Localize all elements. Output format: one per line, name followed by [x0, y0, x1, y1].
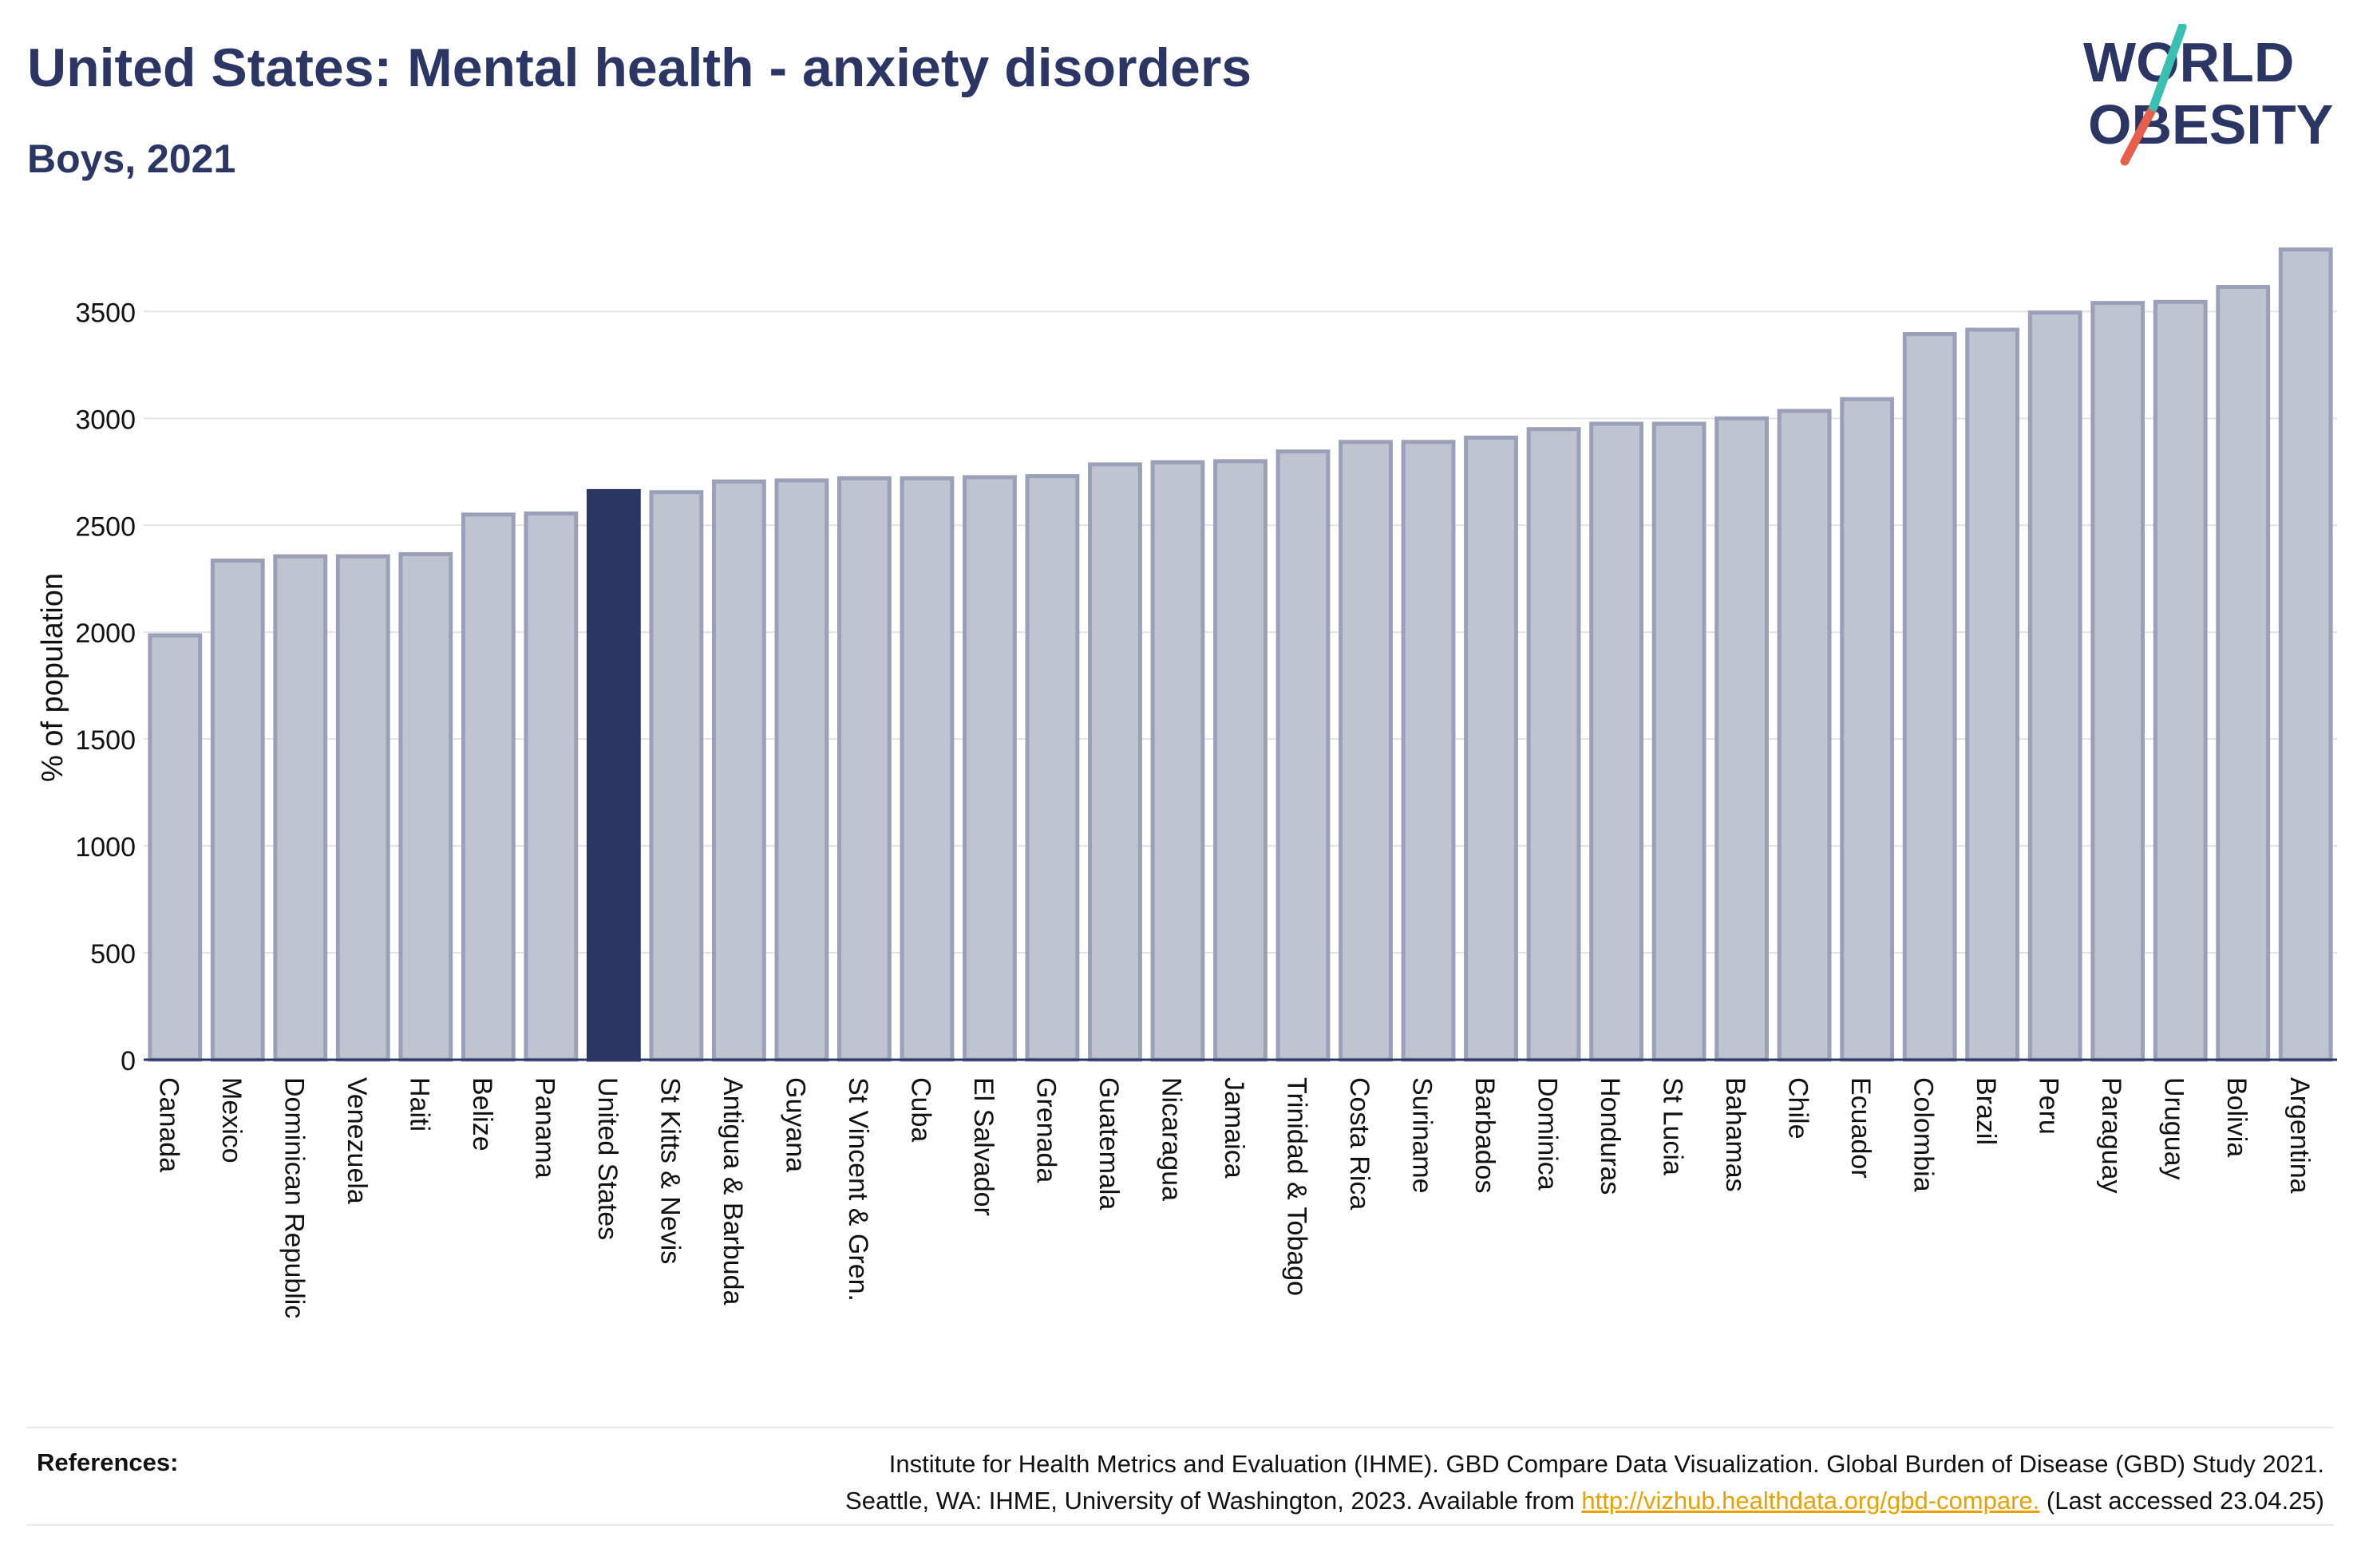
x-tick-label: Dominican Republic	[279, 1077, 309, 1318]
x-tick-label: Guatemala	[1093, 1077, 1124, 1210]
bar	[711, 479, 766, 1062]
bar	[1025, 474, 1080, 1062]
chart-title: United States: Mental health - anxiety d…	[27, 38, 1252, 98]
x-tick-label: St Kitts & Nevis	[655, 1077, 685, 1264]
bar	[1150, 460, 1205, 1062]
x-tick-label: Brazil	[1971, 1077, 2001, 1145]
bar	[148, 633, 203, 1062]
x-axis-labels: Canada Mexico Dominican Republic Venezuela H…	[153, 1077, 2314, 1318]
bar-chart: 0 500 1000 1500 2000 2500 3000 3500 Canada Mexic…	[36, 247, 2337, 1318]
x-tick-label: Venezuela	[342, 1077, 372, 1204]
x-tick-label: Guyana	[780, 1077, 810, 1172]
y-tick-label: 3000	[75, 405, 136, 435]
x-tick-label: Belize	[467, 1077, 497, 1151]
bar	[2027, 310, 2082, 1062]
x-tick-label: Argentina	[2284, 1077, 2315, 1194]
y-axis-ticks: 0 500 1000 1500 2000 2500 3000 3500	[75, 298, 136, 1076]
logo-slash-coral	[2120, 102, 2158, 166]
reference-line-2-prefix: Seattle, WA: IHME, University of Washing…	[845, 1487, 1582, 1515]
x-tick-label: Mexico	[216, 1077, 247, 1163]
x-tick-label: St Vincent & Gren.	[843, 1077, 873, 1301]
x-tick-label: Paraguay	[2096, 1077, 2126, 1194]
bar	[2216, 285, 2271, 1062]
x-tick-label: Bolivia	[2221, 1077, 2252, 1157]
bar	[273, 554, 328, 1062]
bar	[963, 475, 1017, 1062]
world-obesity-logo: WORLD OBESITY	[2083, 24, 2333, 166]
y-tick-label: 2000	[75, 618, 136, 649]
x-tick-label: Bahamas	[1720, 1077, 1750, 1192]
y-tick-label: 2500	[75, 511, 136, 542]
bar	[2278, 247, 2333, 1062]
reference-line-1: Institute for Health Metrics and Evaluat…	[888, 1450, 2324, 1478]
bar	[335, 554, 390, 1062]
bar	[900, 476, 955, 1062]
footer-top-divider	[27, 1427, 2334, 1428]
bar	[1589, 421, 1643, 1062]
bar	[2090, 301, 2145, 1062]
bar	[1339, 440, 1393, 1062]
reference-line-2: Seattle, WA: IHME, University of Washing…	[409, 1483, 2324, 1519]
x-tick-label: Barbados	[1469, 1077, 1500, 1194]
y-tick-label: 0	[121, 1046, 136, 1076]
footer-bottom-divider	[27, 1524, 2334, 1526]
x-tick-label: United States	[592, 1077, 623, 1240]
logo-slash-teal	[2149, 24, 2187, 112]
x-tick-label: Panama	[529, 1077, 560, 1179]
x-tick-label: Cuba	[905, 1077, 935, 1142]
bar	[774, 478, 829, 1062]
bar	[1714, 416, 1770, 1062]
bar	[1275, 449, 1331, 1062]
y-tick-label: 3500	[75, 298, 136, 328]
bar	[210, 558, 265, 1062]
references-text: Institute for Health Metrics and Evaluat…	[409, 1446, 2324, 1519]
chart-subtitle: Boys, 2021	[27, 136, 236, 181]
bars	[148, 247, 2333, 1062]
x-tick-label: Peru	[2034, 1077, 2064, 1135]
x-tick-label: St Lucia	[1658, 1077, 1688, 1175]
bar	[1651, 421, 1706, 1062]
x-tick-label: Canada	[153, 1077, 184, 1172]
x-tick-label: Grenada	[1030, 1077, 1061, 1183]
x-tick-label: Antigua & Barbuda	[718, 1077, 748, 1305]
bar	[1777, 409, 1832, 1062]
bar	[837, 476, 892, 1062]
bar	[461, 512, 516, 1062]
x-tick-label: El Salvador	[968, 1077, 999, 1216]
y-axis-label: % of population	[36, 573, 69, 782]
x-tick-label: Uruguay	[2159, 1077, 2189, 1180]
bar	[1965, 327, 2020, 1062]
x-tick-label: Costa Rica	[1344, 1077, 1374, 1210]
x-tick-label: Haiti	[404, 1077, 434, 1132]
y-tick-label: 500	[90, 939, 136, 970]
y-tick-label: 1500	[75, 725, 136, 756]
x-tick-label: Suriname	[1407, 1077, 1438, 1194]
x-tick-label: Honduras	[1595, 1077, 1625, 1195]
bar	[1840, 397, 1895, 1062]
bar	[1088, 462, 1142, 1062]
bar-highlight	[586, 488, 641, 1062]
x-tick-label: Nicaragua	[1157, 1077, 1187, 1201]
gbd-compare-link[interactable]: http://vizhub.healthdata.org/gbd-compare…	[1581, 1487, 2040, 1515]
x-tick-label: Chile	[1783, 1077, 1813, 1139]
bar	[524, 511, 579, 1062]
y-tick-label: 1000	[75, 832, 136, 863]
x-tick-label: Colombia	[1908, 1077, 1939, 1192]
bar	[1213, 459, 1268, 1062]
reference-line-2-suffix: (Last accessed 23.04.25)	[2039, 1487, 2324, 1515]
logo-word-world: WORLD	[2083, 31, 2294, 93]
bar	[398, 551, 453, 1062]
x-tick-label: Dominica	[1532, 1077, 1563, 1191]
bar	[1464, 435, 1518, 1062]
bar	[2153, 299, 2208, 1062]
bar	[649, 490, 704, 1062]
x-tick-label: Trinidad & Tobago	[1282, 1077, 1312, 1296]
x-tick-label: Jamaica	[1219, 1077, 1249, 1179]
references-label: References:	[37, 1448, 179, 1476]
bar	[1902, 331, 1957, 1062]
x-tick-label: Ecuador	[1845, 1077, 1876, 1179]
bar	[1526, 427, 1581, 1062]
bar	[1401, 440, 1456, 1062]
